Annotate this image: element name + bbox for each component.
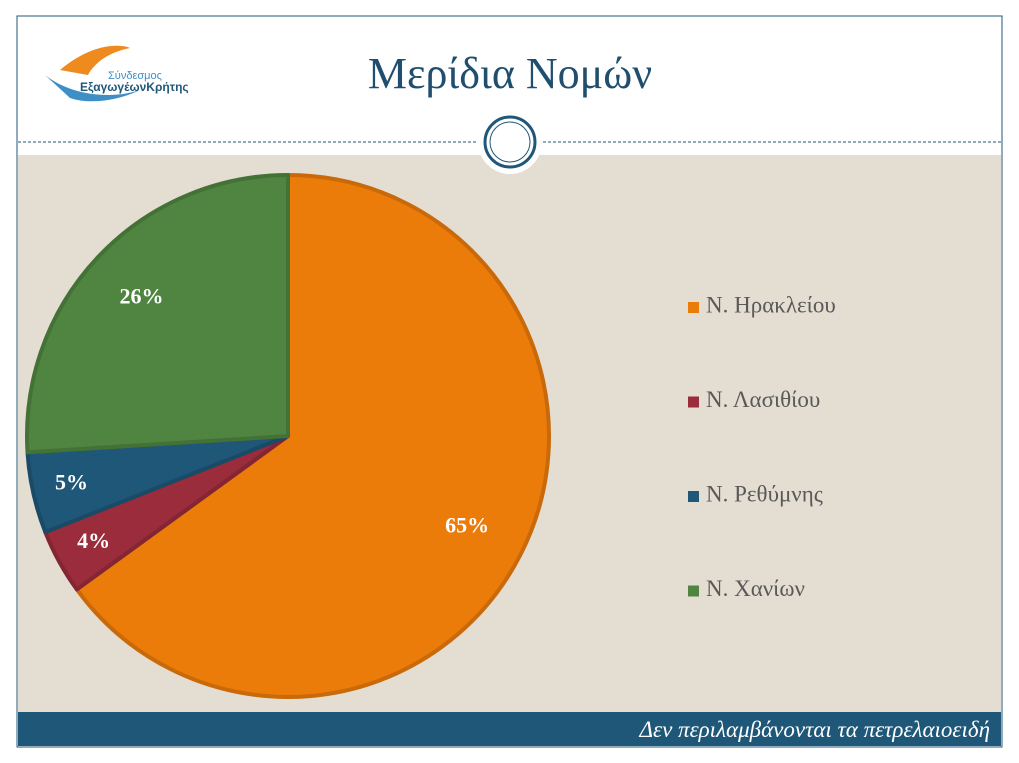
data-label: 4%	[77, 528, 110, 553]
legend-label: Ν. Ηρακλείου	[706, 292, 836, 317]
footer-bar	[18, 712, 1001, 746]
legend-swatch	[688, 396, 699, 408]
data-label: 5%	[55, 469, 88, 494]
chart-title: Μερίδια Νομών	[368, 49, 652, 98]
data-label: 26%	[119, 283, 163, 308]
logo: Σύνδεσμος ΕξαγωγέωνΚρήτης	[45, 45, 189, 102]
legend-label: Ν. Λασιθίου	[706, 387, 820, 412]
pie-slice	[74, 173, 551, 699]
legend-swatch	[688, 491, 699, 502]
divider-ring-inner	[489, 121, 531, 163]
divider-ring	[483, 115, 537, 169]
logo-text: Σύνδεσμος	[108, 70, 162, 82]
logo-wave	[45, 75, 140, 102]
legend-swatch	[688, 302, 699, 313]
pie-slice	[25, 173, 290, 455]
legend-label: Ν. Ρεθύμνης	[706, 481, 823, 506]
divider-ornament	[478, 110, 542, 174]
legend-swatch	[688, 585, 699, 597]
logo-text: ΕξαγωγέωνΚρήτης	[80, 80, 189, 94]
footnote: Δεν περιλαμβάνονται τα πετρελαιοειδή	[639, 717, 990, 742]
legend-label: Ν. Χανίων	[706, 576, 805, 601]
logo-swoosh	[60, 45, 130, 75]
pie-chart: 65% 4% 5% 26% Ν. Ηρακλείου Ν. Λασιθίου Ν. Ρεθύ…	[25, 173, 836, 699]
data-label: 65%	[445, 512, 489, 537]
